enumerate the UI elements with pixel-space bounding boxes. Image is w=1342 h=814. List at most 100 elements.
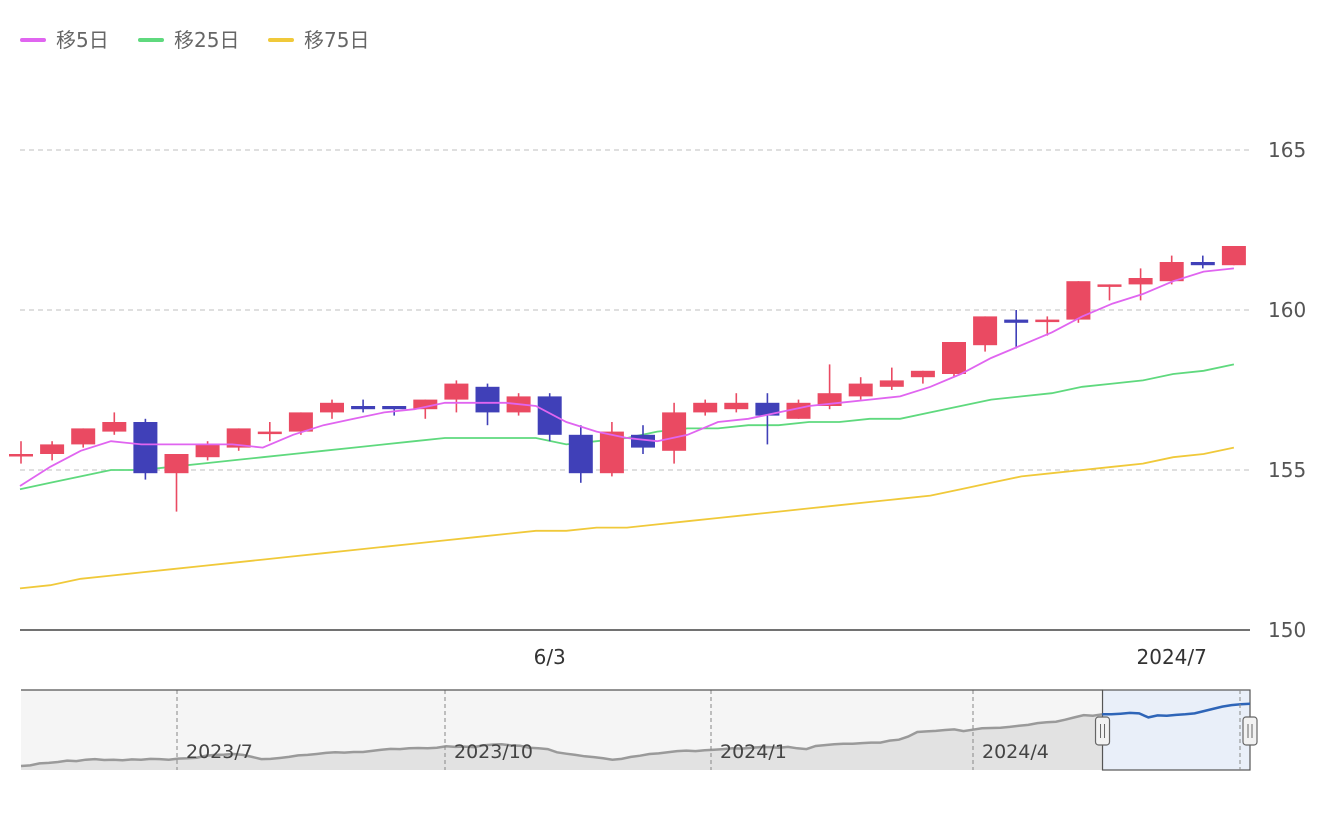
y-tick-label-0: 150 (1268, 618, 1306, 642)
ma75-line (19, 446, 1235, 590)
navigator-label-0: 2023/7 (186, 741, 253, 763)
range-navigator[interactable]: 2023/7 2023/10 2024/1 2024/4 (20, 689, 1258, 771)
candle-4 (133, 418, 158, 480)
candle-14 (444, 380, 469, 413)
grid-lines (20, 149, 1250, 471)
candle-body (164, 454, 189, 474)
candle-9 (288, 412, 313, 435)
candle-body (910, 370, 935, 378)
candle-13 (413, 399, 438, 419)
candle-10 (320, 399, 344, 419)
candle-body (382, 406, 407, 410)
legend-label-1: 移25日 (174, 28, 239, 52)
candle-body (1190, 262, 1215, 266)
candle-body (1128, 278, 1153, 285)
candle-22 (693, 399, 718, 416)
candle-29 (910, 370, 935, 384)
candle-body (1004, 319, 1029, 323)
y-tick-label-3: 165 (1268, 138, 1306, 162)
candle-3 (102, 412, 127, 435)
candle-body (848, 383, 873, 397)
candle-body (1066, 281, 1091, 320)
candle-body (195, 444, 220, 458)
y-tick-label-1: 155 (1268, 458, 1306, 482)
candle-37 (1159, 255, 1184, 285)
candle-body (942, 342, 966, 374)
x-tick-label-0: 6/3 (534, 645, 566, 669)
ma5-series (19, 267, 1234, 487)
candle-body (40, 444, 65, 454)
candle-body (1035, 319, 1060, 323)
legend: 移5日 移25日 移75日 (20, 28, 369, 52)
candle-body (288, 412, 313, 432)
candle-body (537, 396, 562, 435)
navigator-label-3: 2024/4 (982, 741, 1049, 763)
candle-34 (1066, 281, 1091, 323)
candle-body (1159, 262, 1184, 282)
candle-31 (973, 316, 998, 352)
candle-30 (942, 342, 966, 378)
candle-2 (71, 428, 96, 448)
navigator-label-1: 2023/10 (454, 741, 533, 763)
ma75-series (19, 446, 1235, 590)
x-axis: 6/3 2024/7 (534, 645, 1207, 669)
candle-body (1221, 246, 1246, 266)
candle-body (102, 422, 127, 432)
candle-35 (1097, 284, 1122, 301)
candlestick-series (9, 246, 1246, 512)
candle-body (9, 454, 33, 457)
candle-body (693, 402, 718, 413)
y-axis: 150 155 160 165 (20, 138, 1306, 642)
candle-body (257, 431, 282, 435)
candle-body (133, 422, 158, 474)
candle-body (879, 380, 904, 387)
handle-grip (1094, 716, 1111, 746)
candle-body (631, 434, 655, 448)
candle-19 (599, 422, 624, 477)
candle-body (320, 402, 344, 413)
candle-body (71, 428, 96, 445)
candle-body (755, 402, 780, 416)
candle-32 (1004, 310, 1029, 349)
candle-28 (879, 367, 904, 390)
candle-body (568, 434, 593, 474)
candle-body (599, 431, 624, 474)
candle-17 (537, 393, 562, 442)
navigator-selection (1101, 689, 1251, 771)
candle-body (973, 316, 998, 346)
candle-body (413, 399, 438, 410)
navigator-label-2: 2024/1 (720, 741, 787, 763)
candle-8 (257, 422, 282, 442)
candle-7 (226, 428, 251, 451)
x-tick-label-1: 2024/7 (1137, 645, 1207, 669)
candle-body (662, 412, 687, 451)
candle-body (724, 402, 749, 410)
candle-15 (475, 383, 500, 426)
navigator-right-handle[interactable] (1242, 716, 1258, 746)
candle-5 (164, 454, 189, 512)
candle-0 (9, 441, 33, 464)
candle-18 (568, 425, 593, 483)
candle-body (1097, 284, 1122, 287)
candle-body (351, 406, 376, 410)
candle-38 (1190, 255, 1215, 269)
handle-grip (1242, 716, 1258, 746)
candle-1 (40, 441, 65, 461)
candle-body (226, 428, 251, 448)
navigator-left-handle[interactable] (1094, 716, 1111, 746)
ma5-line (19, 267, 1234, 487)
candle-27 (848, 377, 873, 400)
legend-label-2: 移75日 (304, 28, 369, 52)
y-tick-label-2: 160 (1268, 298, 1306, 322)
candle-24 (755, 393, 780, 445)
legend-label-0: 移5日 (56, 28, 109, 52)
candle-11 (351, 399, 376, 413)
navigator-selected-line (1102, 702, 1251, 719)
candle-body (444, 383, 469, 400)
candle-39 (1221, 246, 1246, 266)
candle-33 (1035, 316, 1060, 336)
candle-21 (662, 402, 687, 464)
candle-23 (724, 393, 749, 413)
navigator-line (20, 713, 1103, 768)
